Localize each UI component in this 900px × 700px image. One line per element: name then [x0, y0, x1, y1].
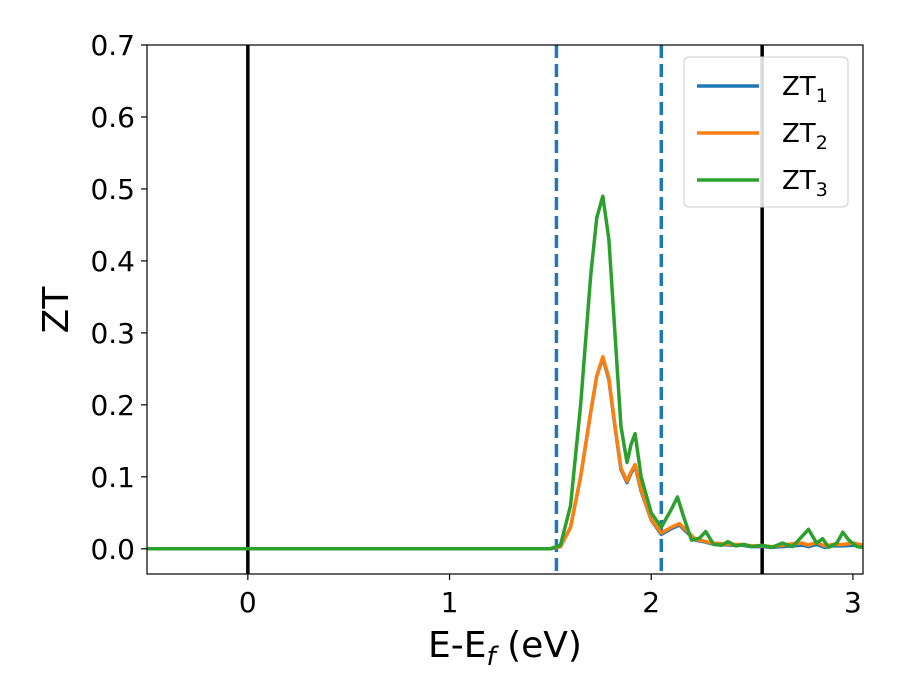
- legend-box: [683, 56, 849, 208]
- x-axis-ticks: 0 1 2 3: [239, 574, 862, 619]
- legend-label-zt2: ZT2: [782, 119, 828, 154]
- x-tick-label: 0: [239, 586, 257, 619]
- y-tick-label: 0.4: [90, 245, 135, 278]
- y-tick-label: 0.3: [90, 317, 135, 350]
- y-tick-label: 0.1: [90, 461, 135, 494]
- legend: ZT1 ZT2 ZT3: [683, 56, 849, 208]
- y-axis-label: ZT: [36, 286, 77, 334]
- y-tick-label: 0.2: [90, 389, 135, 422]
- x-tick-label: 2: [642, 586, 660, 619]
- y-axis-ticks: 0.0 0.1 0.2 0.3 0.4 0.5 0.6 0.7: [90, 29, 147, 566]
- y-tick-label: 0.6: [90, 101, 135, 134]
- x-axis-label-main: E-E: [428, 625, 486, 666]
- legend-label-zt3: ZT3: [782, 166, 828, 201]
- y-tick-label: 0.0: [90, 533, 135, 566]
- y-tick-label: 0.7: [90, 29, 135, 62]
- series-layer: [147, 194, 863, 551]
- x-tick-label: 3: [844, 586, 862, 619]
- x-tick-label: 1: [441, 586, 459, 619]
- y-tick-label: 0.5: [90, 173, 135, 206]
- x-axis-label-unit: (eV): [496, 625, 582, 666]
- legend-label-zt1: ZT1: [782, 72, 828, 107]
- plot-frame: [146, 44, 864, 575]
- series-line-zt3: [147, 194, 863, 551]
- x-axis-label: E-Ef (eV): [428, 625, 582, 672]
